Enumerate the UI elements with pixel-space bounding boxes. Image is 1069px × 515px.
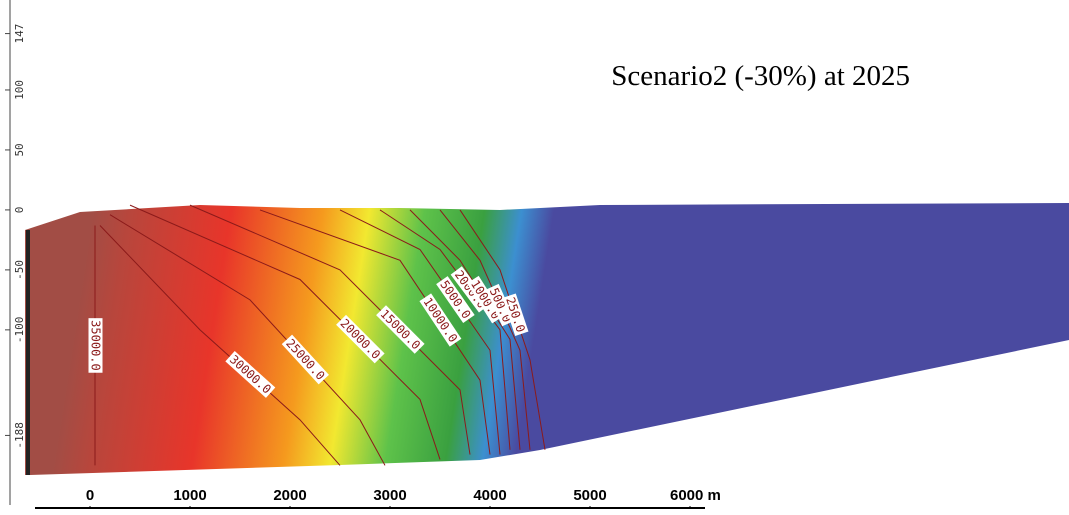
chart: Scenario2 (-30%) at 2025 147 100 50 0 -50 -10… xyxy=(0,0,1069,515)
x-tick-label: 5000 xyxy=(573,487,606,504)
x-tick-label: 2000 xyxy=(273,487,306,504)
x-tick-label: 6000 m xyxy=(670,487,721,504)
x-tick-label: 1000 xyxy=(173,487,206,504)
x-tick-label: 0 xyxy=(86,487,94,504)
y-tick-label: 0 xyxy=(13,207,26,214)
x-tick-label: 4000 xyxy=(473,487,506,504)
y-tick-label: -188 xyxy=(13,422,26,449)
chart-title: Scenario2 (-30%) at 2025 xyxy=(611,60,910,92)
contour-label: 35000.0 xyxy=(89,320,103,371)
y-tick-label: 100 xyxy=(13,80,26,100)
y-tick-label: -100 xyxy=(13,317,26,344)
contour-label-group: 35000.0 xyxy=(89,318,103,373)
x-tick-label: 3000 xyxy=(373,487,406,504)
domain xyxy=(25,203,1069,475)
y-tick-label: -50 xyxy=(13,260,26,280)
y-tick-label: 147 xyxy=(13,24,26,44)
y-tick-label: 50 xyxy=(13,143,26,156)
